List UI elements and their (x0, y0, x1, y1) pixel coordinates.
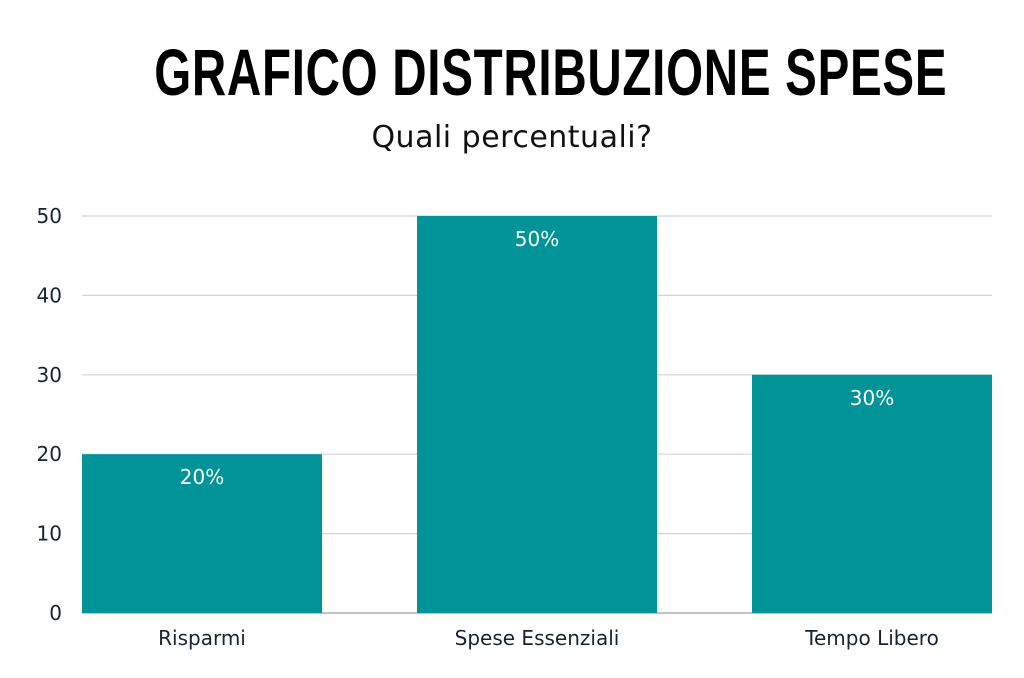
bar (82, 454, 322, 613)
x-tick-label: Risparmi (158, 626, 246, 650)
y-tick-label: 30 (37, 363, 62, 387)
y-tick-label: 20 (37, 442, 62, 466)
bar (417, 216, 657, 613)
chart-title-text: GRAFICO DISTRIBUZIONE SPESE (154, 35, 948, 109)
data-label: 30% (850, 386, 894, 410)
data-label: 20% (180, 465, 224, 489)
y-tick-label: 10 (37, 522, 62, 546)
y-tick-label: 0 (49, 601, 62, 625)
bar (752, 374, 992, 613)
chart-title: GRAFICO DISTRIBUZIONE SPESE (0, 36, 1024, 108)
y-tick-label: 40 (37, 283, 62, 307)
x-tick-label: Spese Essenziali (455, 626, 620, 650)
x-tick-label: Tempo Libero (804, 626, 939, 650)
chart-subtitle: Quali percentuali? (371, 120, 653, 155)
data-label: 50% (515, 227, 559, 251)
y-tick-label: 50 (37, 204, 62, 228)
